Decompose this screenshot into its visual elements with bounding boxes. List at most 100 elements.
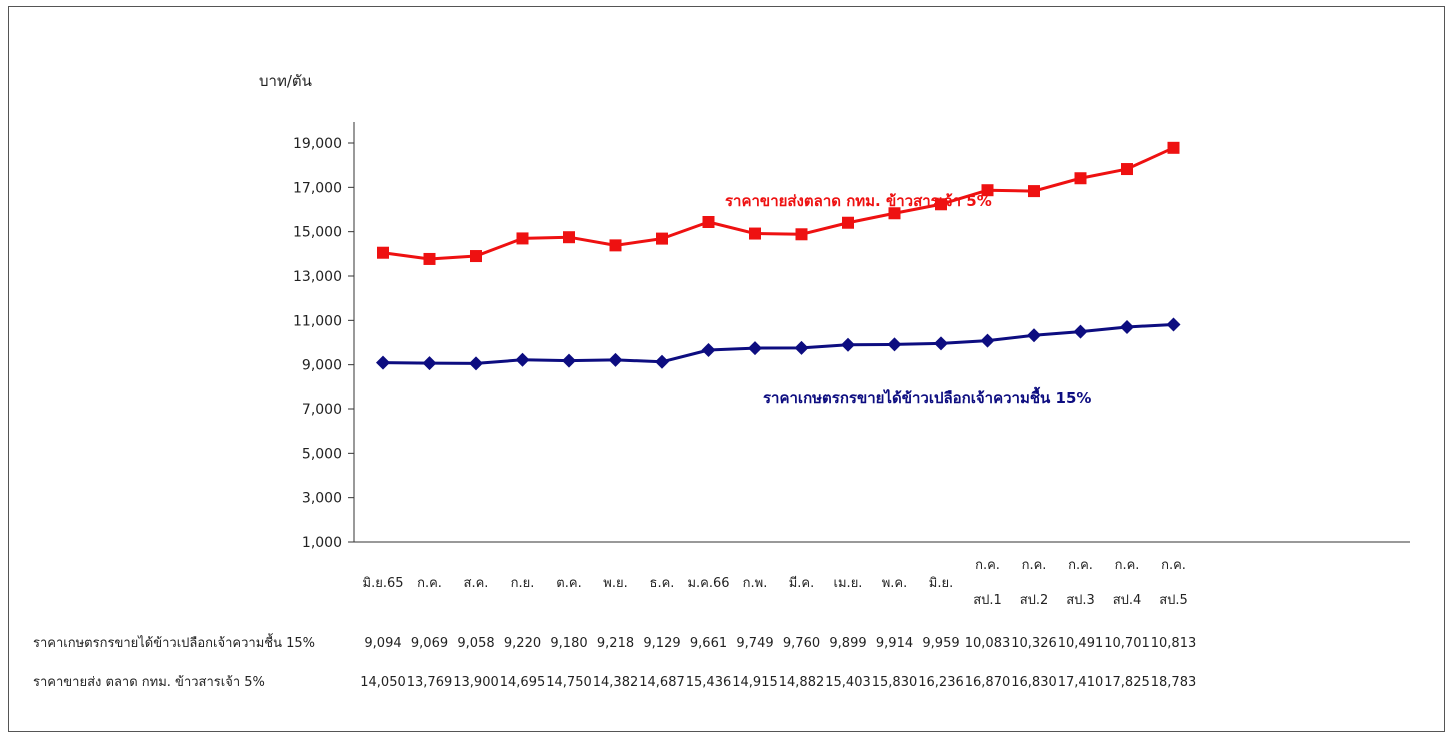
x-category-label: มี.ค. — [789, 575, 815, 591]
x-category-label: ม.ค.66 — [687, 576, 729, 591]
data-point-wholesale — [609, 239, 622, 252]
data-point-farmer — [748, 341, 762, 356]
data-point-farmer — [1166, 317, 1181, 332]
data-point-farmer — [1073, 324, 1088, 339]
x-category-label: ธ.ค. — [650, 576, 675, 591]
x-category-label: เม.ย. — [834, 576, 863, 591]
y-tick-label: 17,000 — [293, 180, 342, 196]
table-cell: 16,830 — [1011, 675, 1057, 690]
data-point-farmer — [422, 356, 437, 371]
data-point-farmer — [608, 352, 623, 367]
table-row-label: ราคาขายส่ง ตลาด กทม. ข้าวสารเจ้า 5% — [33, 675, 265, 690]
x-category-label: ต.ค. — [556, 576, 581, 591]
table-cell: 14,915 — [732, 675, 778, 690]
table-cell: 15,436 — [686, 675, 732, 690]
x-category-label: มิ.ย. — [929, 576, 953, 591]
data-point-wholesale — [1167, 141, 1180, 154]
series-label-farmer: ราคาเกษตรกรขายได้ข้าวเปลือกเจ้าความชื้น … — [763, 386, 1091, 407]
x-category-sublabel: สป.5 — [1159, 593, 1188, 608]
y-tick-label: 3,000 — [302, 491, 342, 507]
table-cell: 15,830 — [872, 675, 918, 690]
table-cell: 9,899 — [829, 636, 866, 651]
table-cell: 14,687 — [639, 675, 685, 690]
table-cell: 17,410 — [1058, 675, 1104, 690]
data-point-wholesale — [702, 216, 715, 229]
data-point-farmer — [980, 333, 995, 348]
table-cell: 13,900 — [453, 675, 499, 690]
series-line-wholesale — [382, 146, 1175, 261]
x-category-label: พ.ค. — [882, 576, 908, 591]
table-cell: 14,882 — [779, 675, 825, 690]
table-cell: 9,094 — [364, 636, 401, 651]
data-point-farmer — [794, 340, 809, 355]
data-point-farmer — [655, 354, 669, 369]
x-category-sublabel: สป.4 — [1113, 593, 1142, 608]
x-category-label: ก.ค. — [1022, 558, 1047, 573]
table-cell: 14,695 — [500, 675, 546, 690]
table-cell: 14,750 — [546, 675, 592, 690]
table-row-label: ราคาเกษตรกรขายได้ข้าวเปลือกเจ้าความชื้น … — [33, 633, 315, 651]
data-point-wholesale — [563, 231, 575, 244]
x-category-label: ก.ค. — [1068, 558, 1093, 573]
y-tick-label: 9,000 — [302, 358, 342, 374]
data-point-wholesale — [470, 250, 482, 263]
data-point-farmer — [376, 355, 390, 370]
data-point-wholesale — [423, 252, 436, 265]
x-category-label: ส.ค. — [464, 576, 489, 591]
data-point-wholesale — [1028, 185, 1040, 198]
y-tick-label: 11,000 — [293, 313, 342, 329]
table-cell: 13,769 — [407, 675, 453, 690]
table-cell: 18,783 — [1151, 675, 1197, 690]
data-point-wholesale — [888, 207, 901, 220]
series-label-wholesale: ราคาขายส่งตลาด กทม. ข้าวสารเจ้า 5% — [725, 192, 992, 210]
y-tick-label: 19,000 — [293, 136, 342, 152]
table-cell: 14,050 — [360, 675, 406, 690]
y-axis-label: บาท/ตัน — [259, 72, 312, 90]
x-category-label: ก.พ. — [743, 576, 768, 591]
table-cell: 10,813 — [1151, 636, 1197, 651]
table-cell: 9,069 — [411, 636, 448, 651]
table-cell: 16,870 — [965, 675, 1011, 690]
y-tick-label: 1,000 — [302, 535, 342, 551]
data-point-wholesale — [981, 184, 994, 197]
data-point-wholesale — [377, 246, 389, 259]
data-point-wholesale — [749, 227, 761, 240]
table-cell: 9,180 — [550, 636, 587, 651]
x-category-label: มิ.ย.65 — [363, 576, 404, 591]
table-cell: 9,959 — [922, 636, 959, 651]
table-cell: 9,661 — [690, 636, 727, 651]
table-cell: 9,760 — [783, 636, 820, 651]
y-tick-label: 5,000 — [302, 446, 342, 462]
y-tick-label: 7,000 — [302, 402, 342, 418]
chart-frame — [8, 6, 1445, 732]
data-point-farmer — [887, 337, 902, 352]
table-cell: 14,382 — [593, 675, 639, 690]
x-category-label: ก.ค. — [1115, 558, 1140, 573]
table-cell: 10,491 — [1058, 636, 1104, 651]
data-point-farmer — [469, 356, 483, 371]
data-point-wholesale — [516, 232, 529, 245]
data-point-farmer — [515, 352, 530, 367]
x-category-sublabel: สป.2 — [1020, 593, 1049, 608]
data-point-wholesale — [1121, 163, 1133, 176]
y-tick-label: 15,000 — [293, 225, 342, 241]
x-category-label: ก.ค. — [975, 558, 1000, 573]
table-cell: 10,326 — [1011, 636, 1057, 651]
data-point-farmer — [934, 336, 948, 351]
data-point-farmer — [1027, 328, 1041, 343]
table-cell: 9,220 — [504, 636, 541, 651]
data-point-farmer — [1120, 319, 1134, 334]
data-point-wholesale — [1074, 172, 1087, 185]
table-cell: 9,058 — [457, 636, 494, 651]
table-cell: 17,825 — [1104, 675, 1150, 690]
data-point-farmer — [841, 337, 855, 352]
x-category-label: พ.ย. — [603, 576, 627, 591]
table-cell: 9,129 — [643, 636, 680, 651]
data-point-wholesale — [656, 232, 668, 245]
data-point-wholesale — [935, 198, 947, 211]
table-cell: 15,403 — [825, 675, 871, 690]
table-cell: 16,236 — [918, 675, 964, 690]
table-cell: 9,218 — [597, 636, 634, 651]
x-category-label: ก.ค. — [1161, 558, 1186, 573]
table-cell: 10,701 — [1104, 636, 1150, 651]
